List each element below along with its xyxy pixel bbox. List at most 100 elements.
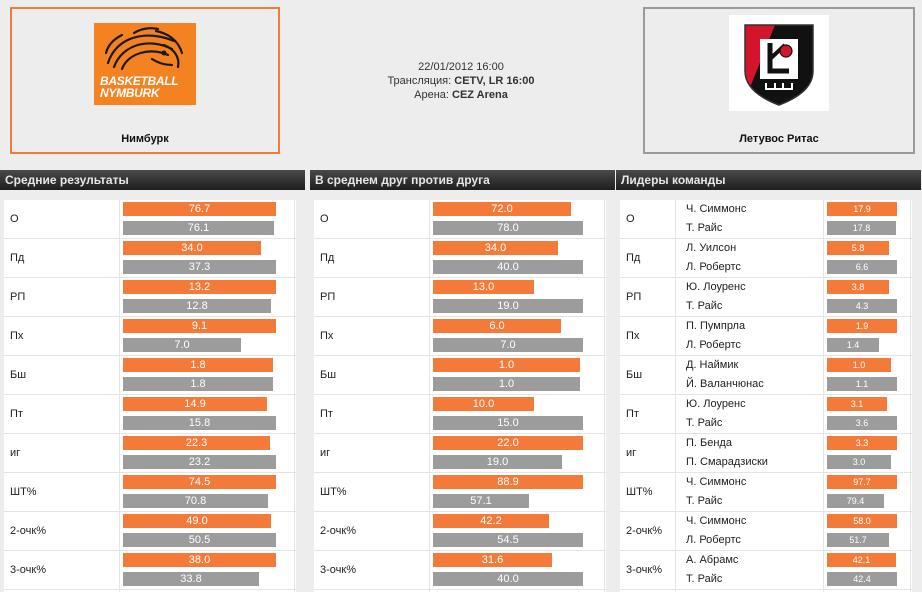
away-leader-name[interactable]: Т. Райс — [686, 495, 723, 507]
away-leader-name[interactable]: Т. Райс — [686, 300, 723, 312]
away-value-bar: 19.0 — [433, 455, 562, 469]
stat-label: 2-очк% — [626, 525, 662, 537]
stat-row: Пд 34.0 40.0 — [314, 239, 606, 278]
home-team-card[interactable]: BASKETBALL NYMBURK Нимбурк — [10, 7, 280, 154]
away-value-bar: 4.3 — [827, 299, 897, 313]
divider — [294, 200, 295, 592]
stat-row: 2-очк% 42.2 54.5 — [314, 512, 606, 551]
home-leader-name[interactable]: Ю. Лоуренс — [686, 398, 746, 410]
stat-label: РП — [10, 291, 26, 303]
home-value-bar: 34.0 — [123, 241, 261, 255]
panel-title: В среднем друг против друга — [310, 170, 615, 190]
away-value-bar: 15.0 — [433, 416, 583, 430]
logo-text-line2: NYMBURK — [100, 86, 160, 100]
home-value-bar: 13.0 — [433, 280, 534, 294]
stat-label: 3-очк% — [626, 564, 662, 576]
stat-label: ШТ% — [10, 486, 37, 498]
stat-label: ШТ% — [626, 486, 653, 498]
away-value-bar: 40.0 — [433, 260, 583, 274]
panel-title: Лидеры команды — [616, 170, 921, 190]
stat-row: О 76.7 76.1 — [4, 200, 296, 239]
stat-row: 2-очк% Ч. Симмонс Л. Робертс 58.0 51.7 — [620, 512, 912, 551]
broadcast-label: Трансляция: — [387, 75, 452, 87]
home-value-bar: 31.6 — [433, 553, 552, 567]
panel-head-to-head: В среднем друг против друга О 72.0 78.0 Пд 3… — [310, 170, 615, 592]
panel-average-results: Средние результаты О 76.7 76.1 Пд 34.0 37.3 РП… — [0, 170, 305, 592]
home-value-bar: 49.0 — [123, 514, 271, 528]
away-value-bar: 1.0 — [433, 377, 580, 391]
away-leader-name[interactable]: Л. Робертс — [686, 534, 741, 546]
stat-row: 3-очк% А. Абрамс Т. Райс 42.1 42.4 — [620, 551, 912, 590]
away-leader-name[interactable]: Л. Робертс — [686, 339, 741, 351]
stat-row: О Ч. Симмонс Т. Райс 17.9 17.8 — [620, 200, 912, 239]
home-leader-name[interactable]: П. Бенда — [686, 437, 732, 449]
panel-title: Средние результаты — [0, 170, 305, 190]
home-leader-name[interactable]: П. Пумпрла — [686, 320, 746, 332]
home-leader-name[interactable]: Ю. Лоуренс — [686, 281, 746, 293]
logo-text-line1: BASKETBALL — [100, 74, 179, 88]
stat-label: РП — [320, 291, 336, 303]
arena-label: Арена: — [414, 89, 449, 101]
away-value-bar: 1.8 — [123, 377, 273, 391]
away-value-bar: 37.3 — [123, 260, 276, 274]
stat-label: 3-очк% — [320, 564, 356, 576]
home-value-bar: 14.9 — [123, 397, 267, 411]
stat-label: О — [626, 213, 635, 225]
away-value-bar: 1.1 — [827, 377, 897, 391]
away-value-bar: 6.6 — [827, 260, 897, 274]
stat-label: Пх — [10, 330, 24, 342]
divider — [119, 200, 120, 592]
stat-label: ШТ% — [320, 486, 347, 498]
home-leader-name[interactable]: Ч. Симмонс — [686, 203, 747, 215]
home-team-logo[interactable]: BASKETBALL NYMBURK — [94, 23, 196, 105]
stat-label: иг — [626, 447, 637, 459]
home-value-bar: 1.9 — [827, 319, 897, 333]
stat-row: иг 22.3 23.2 — [4, 434, 296, 473]
home-value-bar: 22.0 — [433, 436, 583, 450]
away-value-bar: 19.0 — [433, 299, 583, 313]
stat-row: Пх П. Пумпрла Л. Робертс 1.9 1.4 — [620, 317, 912, 356]
away-value-bar: 54.5 — [433, 533, 583, 547]
home-value-bar: 88.9 — [433, 475, 583, 489]
panel-body: О 76.7 76.1 Пд 34.0 37.3 РП 13.2 12.8 Пх 9.1 7.0 Бш 1… — [4, 200, 296, 592]
panel-body: О Ч. Симмонс Т. Райс 17.9 17.8 Пд Л. Уилсон Л. … — [620, 200, 912, 592]
away-value-bar: 42.4 — [827, 572, 897, 586]
stat-label: иг — [320, 447, 331, 459]
away-team-name[interactable]: Летувос Ритас — [739, 133, 819, 145]
home-value-bar: 58.0 — [827, 514, 897, 528]
away-leader-name[interactable]: Й. Валанчюнас — [686, 378, 764, 390]
away-leader-name[interactable]: Т. Райс — [686, 222, 723, 234]
home-leader-name[interactable]: А. Абрамс — [686, 554, 739, 566]
stat-row: 3-очк% 38.0 33.8 — [4, 551, 296, 590]
away-leader-name[interactable]: Л. Робертс — [686, 261, 741, 273]
arena-value: CEZ Arena — [452, 89, 508, 101]
broadcast-line: Трансляция: CETV, LR 16:00 — [330, 74, 592, 88]
home-value-bar: 13.2 — [123, 280, 276, 294]
stat-row: О 72.0 78.0 — [314, 200, 606, 239]
stat-row: 3-очк% 31.6 40.0 — [314, 551, 606, 590]
home-value-bar: 1.0 — [827, 358, 891, 372]
away-team-card[interactable]: Летувос Ритас — [643, 7, 915, 154]
away-team-logo[interactable] — [729, 15, 829, 111]
home-value-bar: 1.8 — [123, 358, 273, 372]
home-leader-name[interactable]: Л. Уилсон — [686, 242, 737, 254]
away-value-bar: 3.0 — [827, 455, 891, 469]
home-value-bar: 72.0 — [433, 202, 571, 216]
away-leader-name[interactable]: П. Смарадзиски — [686, 456, 768, 468]
away-leader-name[interactable]: Т. Райс — [686, 573, 723, 585]
stat-label: 3-очк% — [10, 564, 46, 576]
divider — [429, 200, 430, 592]
home-value-bar: 22.3 — [123, 436, 270, 450]
home-leader-name[interactable]: Ч. Симмонс — [686, 476, 747, 488]
stat-label: Бш — [10, 369, 27, 381]
stat-label: иг — [10, 447, 21, 459]
away-leader-name[interactable]: Т. Райс — [686, 417, 723, 429]
home-leader-name[interactable]: Ч. Симмонс — [686, 515, 747, 527]
divider — [604, 200, 605, 592]
home-team-name[interactable]: Нимбурк — [121, 133, 169, 145]
home-value-bar: 10.0 — [433, 397, 534, 411]
home-leader-name[interactable]: Д. Наймик — [686, 359, 739, 371]
home-value-bar: 74.5 — [123, 475, 276, 489]
away-value-bar: 7.0 — [123, 338, 241, 352]
stat-row: 2-очк% 49.0 50.5 — [4, 512, 296, 551]
